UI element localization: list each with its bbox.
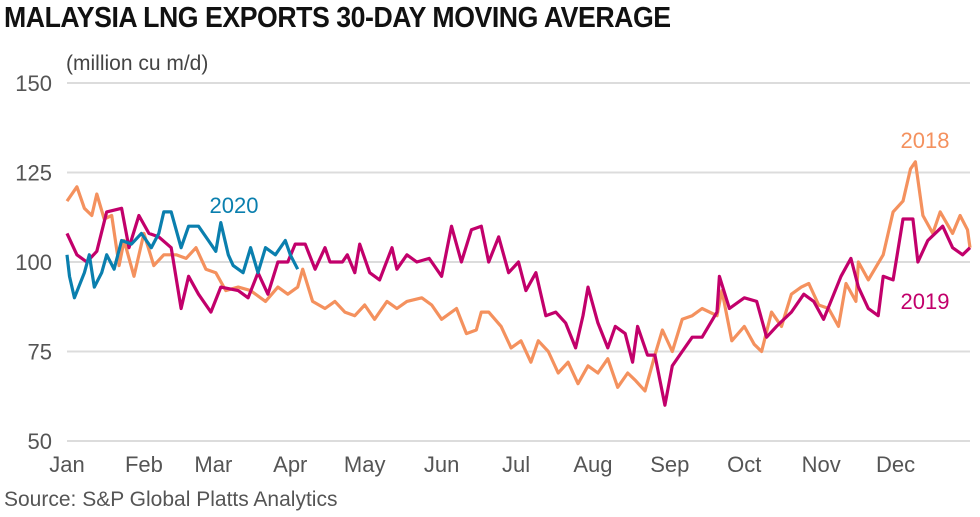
x-tick-label: Feb bbox=[125, 452, 163, 477]
y-tick-label: 150 bbox=[15, 71, 52, 96]
x-tick-label: Jun bbox=[424, 452, 459, 477]
x-tick-label: May bbox=[344, 452, 386, 477]
series-line-2019 bbox=[65, 206, 972, 407]
x-tick-label: Jul bbox=[502, 452, 530, 477]
y-axis-label: (million cu m/d) bbox=[66, 52, 209, 75]
x-tick-label: Jan bbox=[49, 452, 84, 477]
x-tick-label: Apr bbox=[273, 452, 307, 477]
series-line-2018 bbox=[65, 160, 972, 393]
x-tick-label: Mar bbox=[194, 452, 232, 477]
y-tick-label: 50 bbox=[28, 429, 52, 454]
source-note: Source: S&P Global Platts Analytics bbox=[4, 488, 338, 511]
series-label-2020: 2020 bbox=[210, 193, 259, 218]
x-tick-label: Aug bbox=[573, 452, 612, 477]
chart-title: MALAYSIA LNG EXPORTS 30-DAY MOVING AVERA… bbox=[4, 2, 671, 34]
x-tick-label: Dec bbox=[876, 452, 915, 477]
x-tick-label: Nov bbox=[802, 452, 841, 477]
y-tick-label: 100 bbox=[15, 250, 52, 275]
y-tick-label: 125 bbox=[15, 161, 52, 186]
series-label-2018: 2018 bbox=[901, 128, 950, 153]
series-line-2020 bbox=[65, 210, 300, 300]
y-tick-label: 75 bbox=[28, 340, 52, 365]
x-tick-label: Oct bbox=[727, 452, 761, 477]
series-label-2019: 2019 bbox=[901, 289, 950, 314]
x-tick-label: Sep bbox=[650, 452, 689, 477]
